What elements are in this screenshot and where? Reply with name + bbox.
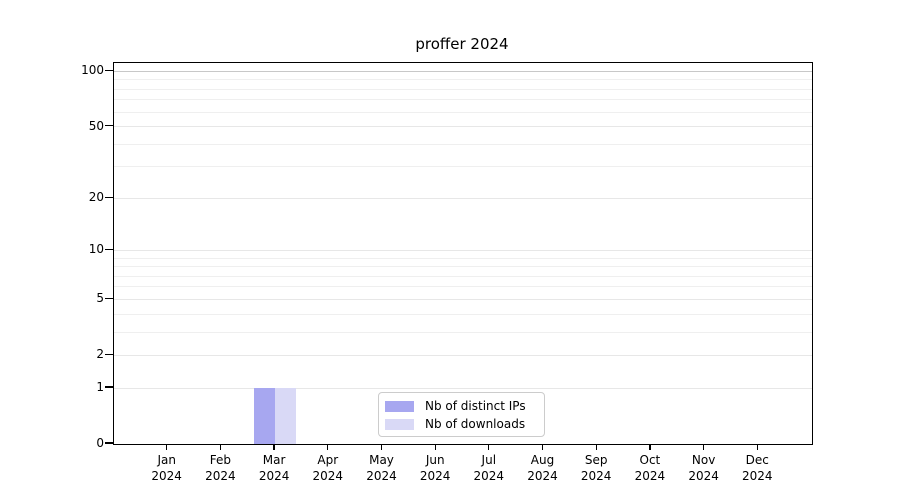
y-tick-label-0: 0 [96,436,104,450]
gridline-minor-4 [114,313,812,315]
x-tick-label-year: 2024 [634,469,666,483]
gridline-minor-40 [114,143,812,145]
x-tick-label-year: 2024 [151,469,182,483]
y-tick-label-5: 5 [96,291,104,306]
gridline-minor-80 [114,88,812,90]
gridline-100 [114,70,812,72]
x-tick-label-month: Dec [745,453,769,467]
x-tick-label-apr: Apr 2024 [288,452,368,484]
y-tick-100 [105,69,113,71]
x-tick-label-month: Jan [157,453,176,467]
x-tick-label-month: Sep [584,453,608,467]
x-tick-label-jul: Jul 2024 [449,452,529,484]
legend-swatch-downloads [385,419,414,430]
x-tick-label-year: 2024 [473,469,505,483]
x-tick-label-year: 2024 [688,469,719,483]
bar-distinct-ips-mar [254,388,276,444]
y-tick-2 [105,353,113,355]
y-tick-label-100: 100 [81,63,104,78]
x-tick-label-month: Jul [481,453,497,467]
gridline-minor-30 [114,166,812,168]
x-tick-label-dec: Dec 2024 [717,452,797,484]
y-tick-label-1: 1 [96,380,104,394]
x-tick-label-sep: Sep 2024 [556,452,636,484]
x-tick-label-month: Aug [530,453,555,467]
gridline-minor-9 [114,257,812,259]
x-tick-jun [434,443,436,450]
x-tick-jul [488,443,490,450]
y-tick-label-2: 2 [96,347,104,362]
y-tick-label-20: 20 [88,190,104,205]
gridline-minor-7 [114,275,812,277]
legend-swatch-distinct-ips [385,401,414,412]
x-tick-label-year: 2024 [312,469,344,483]
x-tick-label-month: Feb [209,453,232,467]
x-tick-label-year: 2024 [366,469,397,483]
bar-downloads-mar [275,388,297,444]
chart-title: proffer 2024 [415,35,509,53]
x-tick-nov [703,443,705,450]
x-tick-may [380,443,383,450]
gridline-minor-60 [114,111,812,113]
gridline-minor-8 [114,266,812,268]
x-tick-label-aug: Aug 2024 [503,452,583,484]
y-tick-5 [105,297,113,299]
x-tick-label-year: 2024 [419,469,451,483]
legend-label-downloads: Nb of downloads [425,417,526,431]
y-tick-label-10: 10 [88,242,104,257]
legend-item-downloads: Nb of downloads [385,416,538,433]
x-tick-label-month: May [369,453,394,467]
x-tick-label-nov: Nov 2024 [664,452,744,484]
x-tick-label-year: 2024 [258,469,290,483]
x-tick-label-month: Apr [317,453,339,467]
gridline-1 [114,387,812,389]
x-tick-label-jan: Jan 2024 [127,452,207,484]
x-tick-mar [273,443,275,450]
gridline-minor-70 [114,99,812,101]
y-tick-label-50: 50 [88,118,104,133]
gridline-2 [114,354,812,356]
gridline-minor-3 [114,331,812,333]
y-tick-20 [105,196,113,198]
x-tick-label-year: 2024 [527,469,558,483]
x-tick-label-year: 2024 [742,469,773,483]
x-tick-label-month: Nov [691,453,716,467]
y-tick-1 [105,386,113,388]
gridline-minor-90 [114,79,812,81]
legend: Nb of distinct IPs Nb of downloads [378,392,545,437]
x-tick-sep [595,443,597,450]
x-tick-aug [541,443,544,450]
x-tick-label-mar: Mar 2024 [234,452,314,484]
x-tick-label-year: 2024 [205,469,236,483]
x-tick-label-month: Oct [639,453,661,467]
x-tick-label-feb: Feb 2024 [180,452,260,484]
x-tick-label-year: 2024 [580,469,612,483]
x-tick-label-may: May 2024 [342,452,422,484]
gridline-minor-6 [114,286,812,288]
gridline-20 [114,197,812,199]
plot-area [113,62,813,445]
y-tick-10 [105,248,113,250]
x-tick-oct [649,443,651,450]
legend-item-distinct-ips: Nb of distinct IPs [385,398,538,415]
x-tick-feb [219,443,221,450]
x-tick-jan [166,443,168,450]
y-tick-0 [105,442,113,444]
gridline-50 [114,126,812,127]
gridline-10 [114,249,812,251]
y-tick-50 [105,124,113,127]
x-tick-dec [756,443,758,450]
x-tick-label-jun: Jun 2024 [395,452,475,484]
gridline-5 [114,298,812,300]
x-tick-label-month: Jun [425,453,445,467]
legend-label-distinct-ips: Nb of distinct IPs [425,399,526,413]
x-tick-apr [327,443,329,450]
x-tick-label-month: Mar [262,453,286,467]
x-tick-label-oct: Oct 2024 [610,452,690,484]
